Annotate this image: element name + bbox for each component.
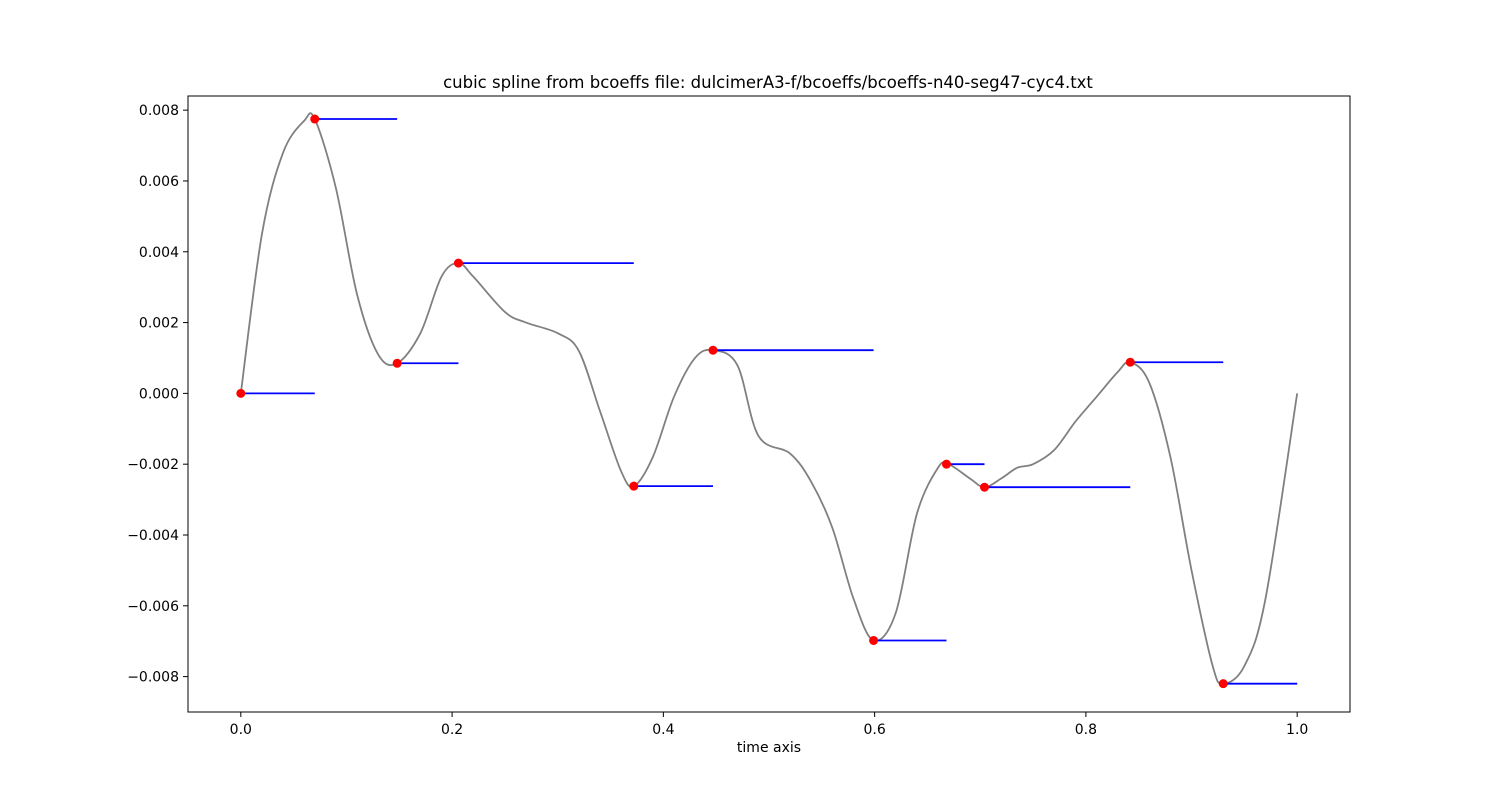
axes-frame bbox=[187, 95, 1351, 713]
y-tick-label: 0.004 bbox=[139, 245, 179, 261]
x-tick-label: 0.2 bbox=[441, 722, 463, 738]
y-tick-label: 0.000 bbox=[139, 386, 179, 402]
knot-point bbox=[629, 481, 639, 491]
knot-point bbox=[236, 388, 246, 398]
y-tick-label: −0.008 bbox=[127, 670, 179, 686]
x-tick-label: 0.4 bbox=[652, 722, 674, 738]
x-tick-label: 0.0 bbox=[230, 722, 252, 738]
y-tick-label: −0.002 bbox=[127, 457, 179, 473]
x-axis-ticks: 0.0 0.2 0.4 0.6 0.8 1.0 bbox=[230, 712, 1308, 738]
knot-point bbox=[941, 459, 951, 469]
knot-point bbox=[1125, 357, 1135, 367]
x-axis-label: time axis bbox=[737, 740, 801, 756]
x-tick-label: 0.8 bbox=[1075, 722, 1097, 738]
y-tick-label: 0.008 bbox=[139, 103, 179, 119]
point-layer bbox=[236, 114, 1228, 689]
y-tick-label: 0.006 bbox=[139, 174, 179, 190]
knot-point bbox=[310, 114, 320, 124]
knot-point bbox=[979, 482, 989, 492]
y-tick-label: −0.006 bbox=[127, 599, 179, 615]
y-tick-label: 0.002 bbox=[139, 316, 179, 332]
chart-title: cubic spline from bcoeffs file: dulcimer… bbox=[443, 73, 1093, 92]
segment-layer bbox=[240, 118, 1298, 685]
x-tick-label: 1.0 bbox=[1286, 722, 1308, 738]
x-tick-label: 0.6 bbox=[864, 722, 886, 738]
knot-point bbox=[1218, 679, 1228, 689]
knot-point bbox=[453, 258, 463, 268]
knot-point bbox=[869, 635, 879, 645]
plot-area bbox=[187, 95, 1351, 713]
y-tick-label: −0.004 bbox=[127, 528, 179, 544]
y-axis-ticks: 0.008 0.006 0.004 0.002 0.000 −0.002 −0.004 −0.… bbox=[127, 103, 188, 686]
knot-point bbox=[392, 358, 402, 368]
knot-point bbox=[708, 345, 718, 355]
